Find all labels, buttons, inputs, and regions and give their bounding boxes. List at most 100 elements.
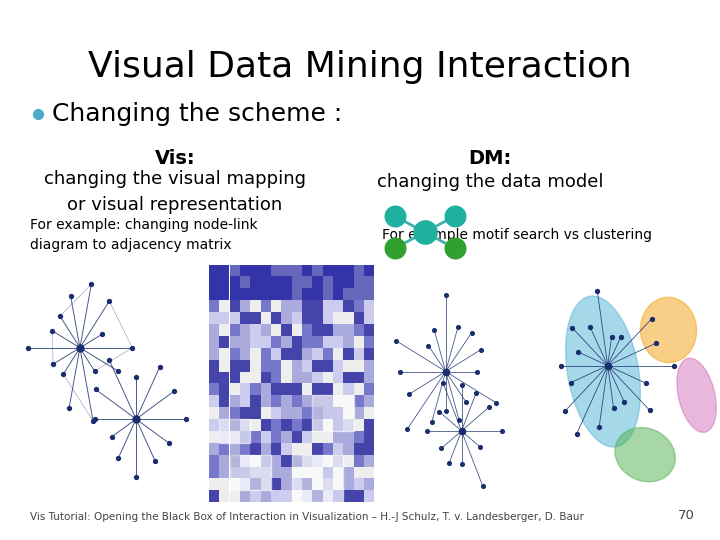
Bar [209, 372, 219, 383]
Bar [209, 348, 219, 360]
Bar [251, 455, 261, 467]
Bar [251, 276, 261, 288]
Bar [312, 276, 323, 288]
Bar [312, 490, 323, 502]
Point [454, 416, 465, 424]
Point [477, 482, 488, 490]
Bar [230, 383, 240, 395]
Bar [282, 443, 292, 455]
Bar [261, 372, 271, 383]
Point [390, 336, 402, 345]
Bar [271, 467, 282, 478]
Bar [354, 288, 364, 300]
Bar [219, 288, 230, 300]
Point [389, 212, 400, 220]
Point [421, 427, 433, 435]
Bar [364, 467, 374, 478]
Bar [240, 276, 251, 288]
Bar [282, 265, 292, 276]
Bar [219, 419, 251, 443]
Bar [219, 265, 230, 276]
Bar [282, 265, 292, 276]
Bar [333, 276, 343, 288]
Point [593, 422, 605, 431]
Point [87, 416, 99, 425]
Point [606, 332, 618, 341]
Bar [219, 383, 230, 395]
Bar [240, 372, 251, 383]
Bar [209, 276, 219, 288]
Bar [302, 276, 312, 288]
Bar [219, 312, 230, 324]
Bar [354, 336, 364, 348]
Bar [333, 324, 343, 336]
Bar [261, 265, 271, 276]
Bar [323, 383, 333, 395]
Bar [343, 431, 354, 443]
Ellipse shape [615, 428, 675, 482]
Bar [251, 336, 261, 348]
Bar [323, 276, 333, 288]
Bar [282, 455, 292, 467]
Bar [261, 431, 271, 443]
Bar [261, 395, 271, 407]
Bar [219, 431, 230, 443]
Bar [323, 431, 333, 443]
Bar [333, 455, 343, 467]
Bar [219, 276, 230, 288]
Bar [364, 265, 374, 276]
Bar [271, 265, 282, 276]
Point [112, 454, 124, 463]
Bar [354, 360, 364, 372]
Bar [251, 348, 261, 360]
Bar [251, 265, 261, 276]
Bar [230, 490, 240, 502]
Bar [292, 300, 302, 312]
Bar [302, 467, 312, 478]
Bar [282, 395, 292, 407]
Bar [364, 478, 374, 490]
Bar [209, 383, 219, 395]
Bar [312, 395, 354, 431]
Bar [343, 407, 354, 419]
Bar [261, 455, 271, 467]
Bar [292, 276, 302, 288]
Bar [261, 300, 271, 312]
Bar [343, 395, 354, 407]
Bar [312, 360, 323, 372]
Bar [219, 467, 230, 478]
Bar [209, 300, 219, 312]
Bar [271, 276, 282, 288]
Bar [364, 360, 374, 372]
Point [428, 326, 440, 335]
Bar [292, 407, 302, 419]
Bar [271, 383, 282, 395]
Bar [343, 276, 354, 288]
Point [668, 361, 680, 370]
Bar [271, 407, 282, 419]
Bar [292, 265, 302, 276]
Bar [282, 490, 292, 502]
Point [58, 370, 69, 379]
Bar [219, 490, 230, 502]
Bar [333, 407, 343, 419]
Bar [240, 288, 251, 300]
Point [646, 314, 657, 323]
Point [104, 296, 115, 305]
Point [149, 456, 161, 465]
Bar [312, 478, 323, 490]
Bar [364, 407, 374, 419]
Bar [209, 443, 219, 455]
Bar [323, 395, 333, 407]
Point [163, 438, 174, 447]
Bar [323, 276, 333, 288]
Bar [312, 419, 323, 431]
Bar [261, 288, 271, 300]
Bar [333, 490, 343, 502]
Bar [354, 300, 364, 312]
Bar [343, 276, 354, 288]
Bar [323, 300, 333, 312]
Bar [323, 443, 333, 455]
Point [456, 427, 467, 435]
Bar [333, 336, 343, 348]
